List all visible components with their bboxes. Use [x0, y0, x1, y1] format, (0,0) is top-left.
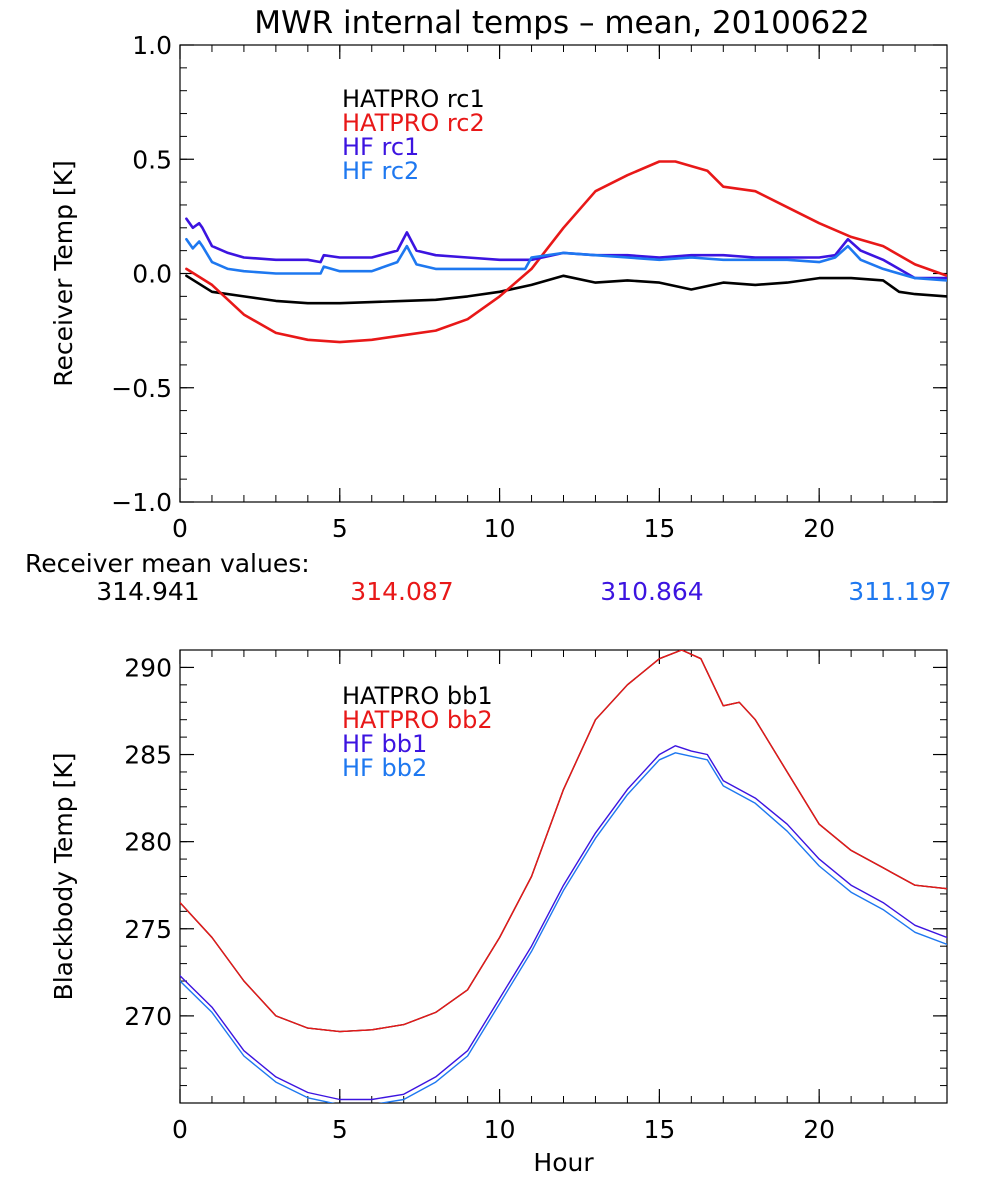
blackbody-y-tick-label: 280	[124, 828, 172, 857]
receiver-y-tick-label: 0.5	[132, 145, 172, 174]
receiver-x-tick-label: 5	[332, 514, 348, 543]
receiver-mean-label: Receiver mean values:	[25, 549, 310, 578]
receiver-legend-entry: HF rc2	[342, 157, 419, 185]
receiver-x-tick-label: 20	[803, 514, 835, 543]
receiver-x-tick-label: 15	[643, 514, 675, 543]
blackbody-x-tick-label: 5	[332, 1115, 348, 1144]
receiver-legend-entry: HATPRO rc1	[342, 85, 485, 113]
blackbody-series-line-1	[180, 650, 947, 1033]
receiver-y-tick-label: 0.0	[132, 260, 172, 289]
receiver-x-tick-label: 0	[172, 514, 188, 543]
blackbody-legend-entry: HF bb2	[342, 754, 427, 782]
blackbody-y-axis-label: Blackbody Temp [K]	[49, 753, 78, 1001]
blackbody-legend-entry: HATPRO bb1	[342, 682, 493, 710]
blackbody-y-tick-label: 275	[124, 915, 172, 944]
mean-value-hf-rc1: 310.864	[600, 577, 703, 606]
blackbody-temp-panel: 0 5 10 15 20 270 275 280 285 290 Blackbody Temp [K…	[49, 649, 948, 1177]
receiver-series-line-3	[185, 217, 947, 280]
blackbody-series-line-3	[180, 745, 947, 1101]
blackbody-x-tick-label: 15	[643, 1115, 675, 1144]
receiver-y-tick-label: −1.0	[111, 488, 172, 517]
receiver-y-axis-label: Receiver Temp [K]	[49, 160, 78, 387]
blackbody-series-line-2	[180, 650, 947, 1033]
receiver-series-line-1	[185, 274, 947, 305]
receiver-legend-entry: HATPRO rc2	[342, 109, 485, 137]
figure-title: MWR internal temps – mean, 20100622	[254, 5, 869, 41]
blackbody-legend-entry: HF bb1	[342, 730, 427, 758]
receiver-series-line-4	[185, 237, 947, 282]
receiver-y-tick-label: −0.5	[111, 374, 172, 403]
mean-value-hatpro-rc1: 314.941	[96, 577, 199, 606]
receiver-series-line-2	[185, 160, 947, 344]
blackbody-y-tick-label: 285	[124, 741, 172, 770]
blackbody-x-axis-label: Hour	[533, 1148, 594, 1177]
blackbody-series-line-4	[180, 752, 947, 1103]
receiver-temp-panel: 0 5 10 15 20 −1.0 −0.5 0.0 0.5 1.0 Receiver Temp […	[49, 31, 948, 543]
receiver-legend-entry: HF rc1	[342, 133, 419, 161]
receiver-y-tick-label: 1.0	[132, 31, 172, 60]
blackbody-x-tick-label: 20	[803, 1115, 835, 1144]
blackbody-y-tick-label: 290	[124, 653, 172, 682]
blackbody-minor-ticks	[179, 649, 948, 1104]
receiver-x-tick-label: 10	[484, 514, 516, 543]
blackbody-x-tick-label: 0	[172, 1115, 188, 1144]
blackbody-x-tick-label: 10	[484, 1115, 516, 1144]
mean-value-hatpro-rc2: 314.087	[350, 577, 453, 606]
blackbody-legend-entry: HATPRO bb2	[342, 706, 493, 734]
mean-value-hf-rc2: 311.197	[848, 577, 951, 606]
blackbody-y-tick-label: 270	[124, 1002, 172, 1031]
